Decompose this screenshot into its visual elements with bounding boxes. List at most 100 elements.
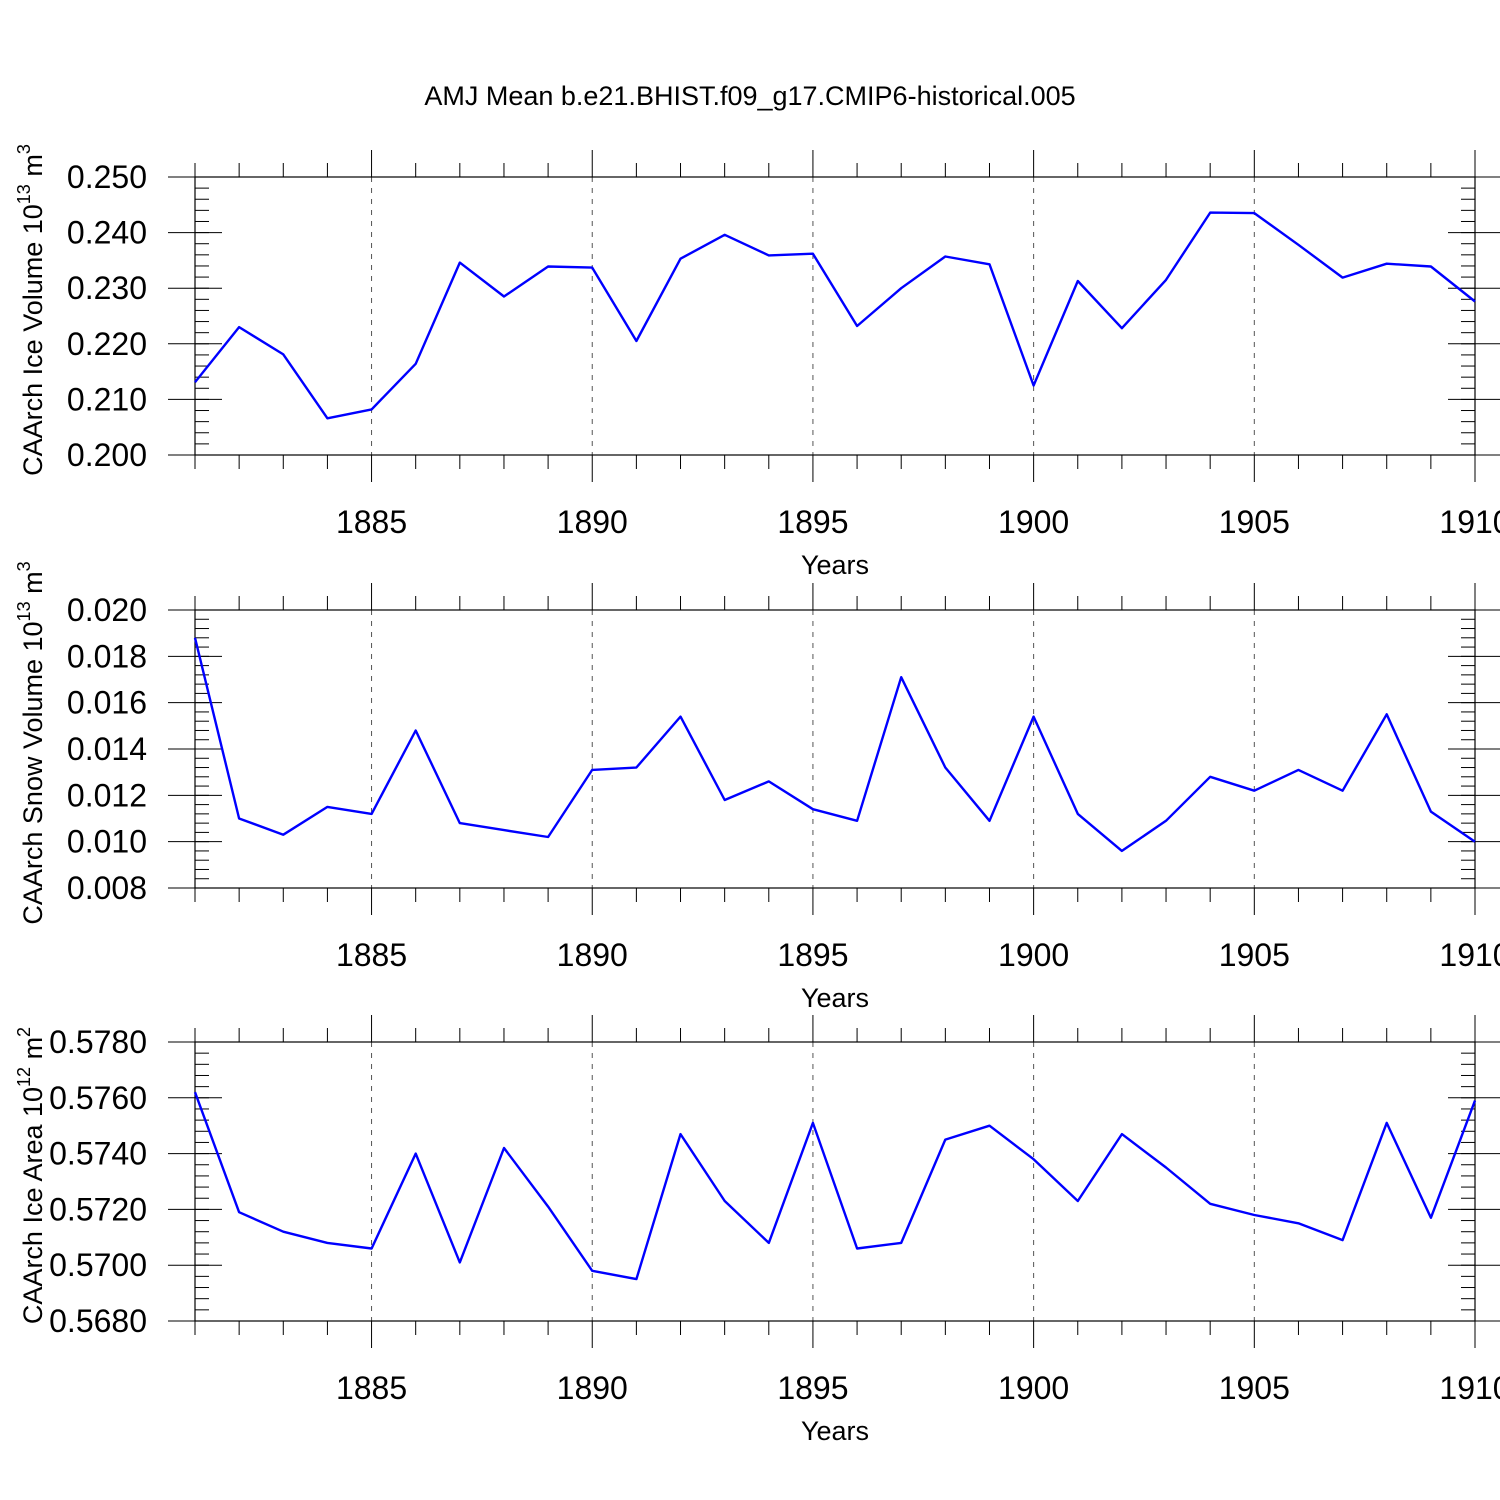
- panel-2: 0.008 0.010 0.012 0.014 0.016 0.018 0.020 1885 1…: [14, 561, 1500, 1013]
- data-point: [723, 798, 727, 802]
- data-point: [1296, 768, 1300, 772]
- y-axis-title-exponent: 12: [14, 1067, 34, 1087]
- data-point: [811, 807, 815, 811]
- x-tick-label: 1900: [998, 504, 1069, 540]
- data-point: [943, 1138, 947, 1142]
- data-point: [281, 1230, 285, 1234]
- data-point: [811, 252, 815, 256]
- data-point: [502, 828, 506, 832]
- x-tick-label: 1905: [1219, 1370, 1290, 1406]
- y-tick-label: 0.014: [67, 731, 147, 767]
- data-point: [1252, 789, 1256, 793]
- plot-frame: [194, 1041, 1476, 1322]
- data-point: [414, 1152, 418, 1156]
- data-point: [1164, 819, 1168, 823]
- panels: 0.200 0.210 0.220 0.230 0.240 0.250 1885 1890 18…: [14, 144, 1500, 1446]
- panel-1: 0.200 0.210 0.220 0.230 0.240 0.250 1885 1890 18…: [14, 144, 1500, 580]
- data-point: [1164, 1166, 1168, 1170]
- x-tick-label: 1895: [777, 1370, 848, 1406]
- data-point: [1076, 812, 1080, 816]
- data-point: [1385, 262, 1389, 266]
- data-point: [943, 255, 947, 259]
- data-point: [193, 636, 197, 640]
- data-point: [987, 819, 991, 823]
- data-point: [325, 805, 329, 809]
- y-axis-title: CAArch Ice Area 1012 m2: [14, 1027, 48, 1324]
- y-tick-label: 0.240: [67, 215, 147, 251]
- x-tick-label: 1885: [336, 504, 407, 540]
- data-point: [193, 1090, 197, 1094]
- data-point: [370, 812, 374, 816]
- data-point: [1208, 1202, 1212, 1206]
- data-point: [1296, 243, 1300, 247]
- figure-title: AMJ Mean b.e21.BHIST.f09_g17.CMIP6-histo…: [424, 81, 1075, 111]
- data-point: [1032, 715, 1036, 719]
- data-point: [1032, 384, 1036, 388]
- data-point: [325, 1241, 329, 1245]
- data-point: [855, 1246, 859, 1250]
- y-axis-title-unit: m: [18, 154, 48, 184]
- data-point: [1385, 712, 1389, 716]
- data-point: [855, 819, 859, 823]
- x-tick-label: 1905: [1219, 937, 1290, 973]
- data-point: [281, 352, 285, 356]
- x-tick-label: 1910: [1439, 1370, 1500, 1406]
- data-point: [723, 1199, 727, 1203]
- x-tick-label: 1910: [1439, 937, 1500, 973]
- data-point: [281, 833, 285, 837]
- y-tick-label: 0.250: [67, 159, 147, 195]
- data-point: [855, 324, 859, 328]
- data-point: [1341, 276, 1345, 280]
- data-point: [414, 728, 418, 732]
- data-point: [458, 1260, 462, 1264]
- data-point: [1252, 1213, 1256, 1217]
- data-point: [1429, 1216, 1433, 1220]
- y-tick-label: 0.012: [67, 777, 147, 813]
- y-axis-title: CAArch Ice Volume 1013 m3: [14, 144, 48, 476]
- data-point: [237, 817, 241, 821]
- y-axis-title-unit: m: [18, 571, 48, 601]
- x-tick-label: 1895: [777, 937, 848, 973]
- y-tick-label: 0.5760: [49, 1080, 147, 1116]
- y-axis-title-exponent: 13: [14, 184, 34, 204]
- data-point: [634, 1277, 638, 1281]
- data-point: [1076, 279, 1080, 283]
- y-tick-label: 0.016: [67, 685, 147, 721]
- y-tick-label: 0.020: [67, 592, 147, 628]
- y-axis-title-text: CAArch Ice Area 10: [18, 1087, 48, 1324]
- data-point: [1429, 810, 1433, 814]
- data-point: [546, 1205, 550, 1209]
- x-tick-label: 1910: [1439, 504, 1500, 540]
- y-tick-label: 0.5720: [49, 1191, 147, 1227]
- data-point: [679, 257, 683, 261]
- data-point: [1341, 789, 1345, 793]
- y-tick-label: 0.008: [67, 870, 147, 906]
- data-point: [325, 416, 329, 420]
- series-line: [194, 211, 1476, 420]
- data-point: [1120, 849, 1124, 853]
- data-point: [987, 1124, 991, 1128]
- data-point: [237, 1210, 241, 1214]
- data-point: [590, 768, 594, 772]
- x-tick-label: 1905: [1219, 504, 1290, 540]
- data-point: [767, 1241, 771, 1245]
- y-axis-title-unit-exponent: 3: [14, 144, 34, 154]
- data-point: [1473, 300, 1477, 304]
- y-axis-title-unit-exponent: 2: [14, 1027, 34, 1037]
- data-point: [899, 286, 903, 290]
- data-point: [634, 339, 638, 343]
- y-axis-title-text: CAArch Ice Volume 10: [18, 204, 48, 476]
- data-point: [943, 766, 947, 770]
- x-tick-label: 1895: [777, 504, 848, 540]
- y-tick-label: 0.200: [67, 437, 147, 473]
- data-point: [370, 407, 374, 411]
- data-point: [767, 779, 771, 783]
- data-point: [767, 253, 771, 257]
- y-axis-title-text: CAArch Snow Volume 10: [18, 621, 48, 924]
- data-point: [1429, 265, 1433, 269]
- data-point: [1473, 1099, 1477, 1103]
- x-tick-label: 1900: [998, 937, 1069, 973]
- data-point: [237, 325, 241, 329]
- y-tick-label: 0.210: [67, 381, 147, 417]
